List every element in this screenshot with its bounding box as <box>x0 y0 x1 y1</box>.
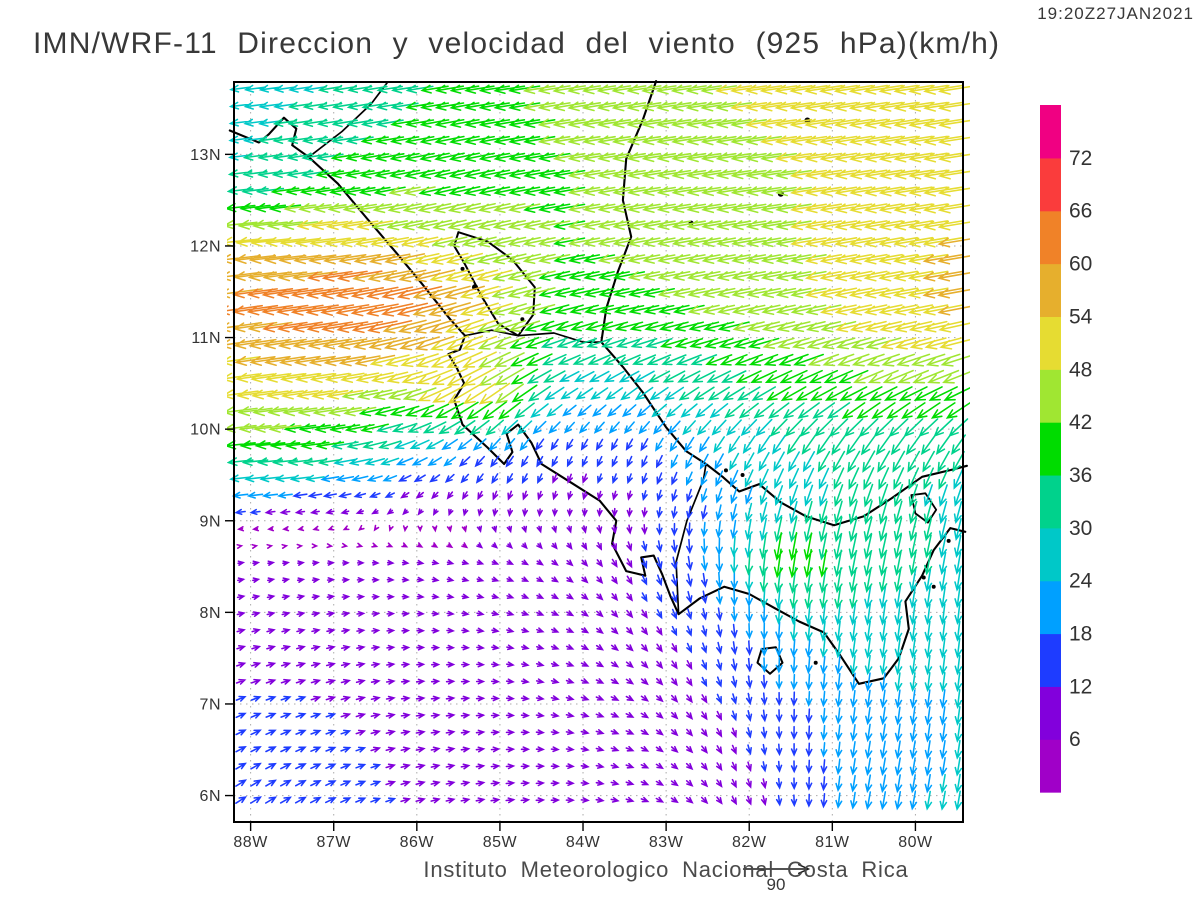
colorbar-segment <box>1040 157 1061 212</box>
island-dot <box>813 660 818 665</box>
colorbar-label: 36 <box>1069 464 1092 487</box>
wind-arrow-group <box>227 84 970 433</box>
colorbar-segment <box>1040 263 1061 317</box>
colorbar-label: 18 <box>1069 623 1092 646</box>
wind-arrow-group <box>227 237 970 367</box>
colorbar-segment <box>1040 580 1061 635</box>
colorbar-label: 42 <box>1069 411 1092 434</box>
island-dot <box>520 317 525 322</box>
colorbar-label: 72 <box>1069 147 1092 170</box>
lat-label: 6N <box>200 788 221 805</box>
colorbar-label: 54 <box>1069 305 1093 328</box>
island-dot <box>921 575 926 580</box>
colorbar-segment <box>1040 105 1061 159</box>
lat-label: 10N <box>190 422 221 439</box>
wind-arrow-group <box>231 403 948 811</box>
valid-timestamp: 19:20Z27JAN2021 <box>1037 4 1194 23</box>
lon-label: 81W <box>815 834 850 851</box>
border-costarica-panama <box>675 463 707 616</box>
lon-label: 84W <box>566 834 601 851</box>
lat-label: 12N <box>190 238 221 255</box>
chart-title: IMN/WRF-11 Direccion y velocidad del vie… <box>33 27 1001 60</box>
wind-arrow-group <box>227 84 969 610</box>
wind-arrow-group <box>235 473 768 807</box>
caption: Instituto Meteorologico Nacional Costa R… <box>423 857 909 882</box>
map-border <box>233 81 964 823</box>
colorbar-label: 24 <box>1069 570 1093 593</box>
wind-arrow-group <box>227 84 964 811</box>
wind-arrow-group <box>227 270 443 334</box>
colorbar-segment <box>1040 422 1061 476</box>
colorbar-label: 66 <box>1069 200 1092 223</box>
reference-vector-arrow <box>742 863 811 875</box>
colorbar-segment <box>1040 474 1061 529</box>
colorbar-label: 6 <box>1069 728 1081 751</box>
colorbar-label: 60 <box>1069 253 1092 276</box>
colorbar-segment <box>1040 686 1061 740</box>
axis-labels: 13N 12N 11N 10N 9N 8N 7N 6N 88W 87W 86W 85W 84W 83W 82… <box>190 147 933 851</box>
wind-arrows <box>227 84 970 811</box>
lat-label: 8N <box>200 605 221 622</box>
colorbar-segment <box>1040 369 1061 423</box>
lon-label: 86W <box>400 834 435 851</box>
wind-arrow-group <box>236 524 469 549</box>
island-dot <box>946 538 951 543</box>
lon-label: 82W <box>732 834 767 851</box>
wind-arrow-group <box>234 438 828 809</box>
colorbar-segment <box>1040 527 1061 582</box>
island-dot <box>931 584 936 589</box>
reference-vector-label: 90 <box>766 875 786 894</box>
map-frame <box>225 81 964 831</box>
caribbean-coastline <box>600 80 968 527</box>
lon-label: 85W <box>483 834 518 851</box>
lon-label: 87W <box>317 834 352 851</box>
lat-label: 11N <box>191 330 221 347</box>
colorbar-segment <box>1040 316 1061 370</box>
colorbar-segment <box>1040 739 1061 793</box>
lon-label: 88W <box>233 834 268 851</box>
colorbar-segment <box>1040 633 1061 687</box>
lon-label: 80W <box>898 834 933 851</box>
border-honduras-nicaragua <box>307 81 389 158</box>
colorbar-segment <box>1040 210 1061 265</box>
colorbar-label: 48 <box>1069 358 1092 381</box>
wind-arrow-group <box>227 84 970 405</box>
colorbar-label: 12 <box>1069 675 1092 698</box>
island-dot <box>723 468 728 473</box>
coiba-island-outline <box>756 646 784 675</box>
wind-arrow-group <box>227 84 970 579</box>
reference-vector <box>742 863 811 875</box>
lat-label: 7N <box>200 696 221 713</box>
colorbar-label: 30 <box>1069 517 1092 540</box>
island-dot <box>460 266 465 271</box>
lon-label: 83W <box>649 834 684 851</box>
island-dot <box>740 472 745 477</box>
lat-label: 13N <box>190 147 221 164</box>
colorbar: 6 12 18 24 30 36 42 48 54 60 66 72 <box>1040 105 1093 793</box>
lat-label: 9N <box>200 513 221 530</box>
